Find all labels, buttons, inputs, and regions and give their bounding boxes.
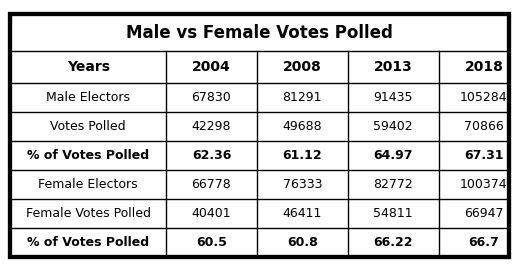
Text: 54811: 54811 <box>373 207 413 220</box>
Text: 100374: 100374 <box>460 178 508 191</box>
Text: Votes Polled: Votes Polled <box>50 120 126 133</box>
Text: 2008: 2008 <box>283 60 322 74</box>
Bar <box>10 14 509 257</box>
Text: 60.8: 60.8 <box>287 236 318 249</box>
Text: Male vs Female Votes Polled: Male vs Female Votes Polled <box>126 24 393 41</box>
Bar <box>10 14 509 257</box>
Text: 66947: 66947 <box>464 207 504 220</box>
Text: 40401: 40401 <box>192 207 231 220</box>
Text: 67.31: 67.31 <box>464 149 504 162</box>
Text: 59402: 59402 <box>373 120 413 133</box>
Text: 42298: 42298 <box>192 120 231 133</box>
Text: % of Votes Polled: % of Votes Polled <box>27 236 149 249</box>
Text: 66.7: 66.7 <box>469 236 499 249</box>
Text: 105284: 105284 <box>460 91 508 104</box>
Text: 67830: 67830 <box>192 91 231 104</box>
Text: 81291: 81291 <box>282 91 322 104</box>
Text: 46411: 46411 <box>283 207 322 220</box>
Text: 70866: 70866 <box>464 120 504 133</box>
Text: 49688: 49688 <box>282 120 322 133</box>
Text: Female Electors: Female Electors <box>38 178 138 191</box>
Text: % of Votes Polled: % of Votes Polled <box>27 149 149 162</box>
Text: Female Votes Polled: Female Votes Polled <box>26 207 151 220</box>
Text: 91435: 91435 <box>373 91 413 104</box>
Text: 76333: 76333 <box>282 178 322 191</box>
Text: 64.97: 64.97 <box>373 149 413 162</box>
Text: 61.12: 61.12 <box>282 149 322 162</box>
Text: 60.5: 60.5 <box>196 236 227 249</box>
Text: 2004: 2004 <box>192 60 231 74</box>
Text: 2013: 2013 <box>374 60 413 74</box>
Text: Years: Years <box>67 60 110 74</box>
Text: 66.22: 66.22 <box>373 236 413 249</box>
Text: Male Electors: Male Electors <box>46 91 130 104</box>
Text: 2018: 2018 <box>465 60 503 74</box>
Text: 66778: 66778 <box>192 178 231 191</box>
Text: 62.36: 62.36 <box>192 149 231 162</box>
Text: 82772: 82772 <box>373 178 413 191</box>
